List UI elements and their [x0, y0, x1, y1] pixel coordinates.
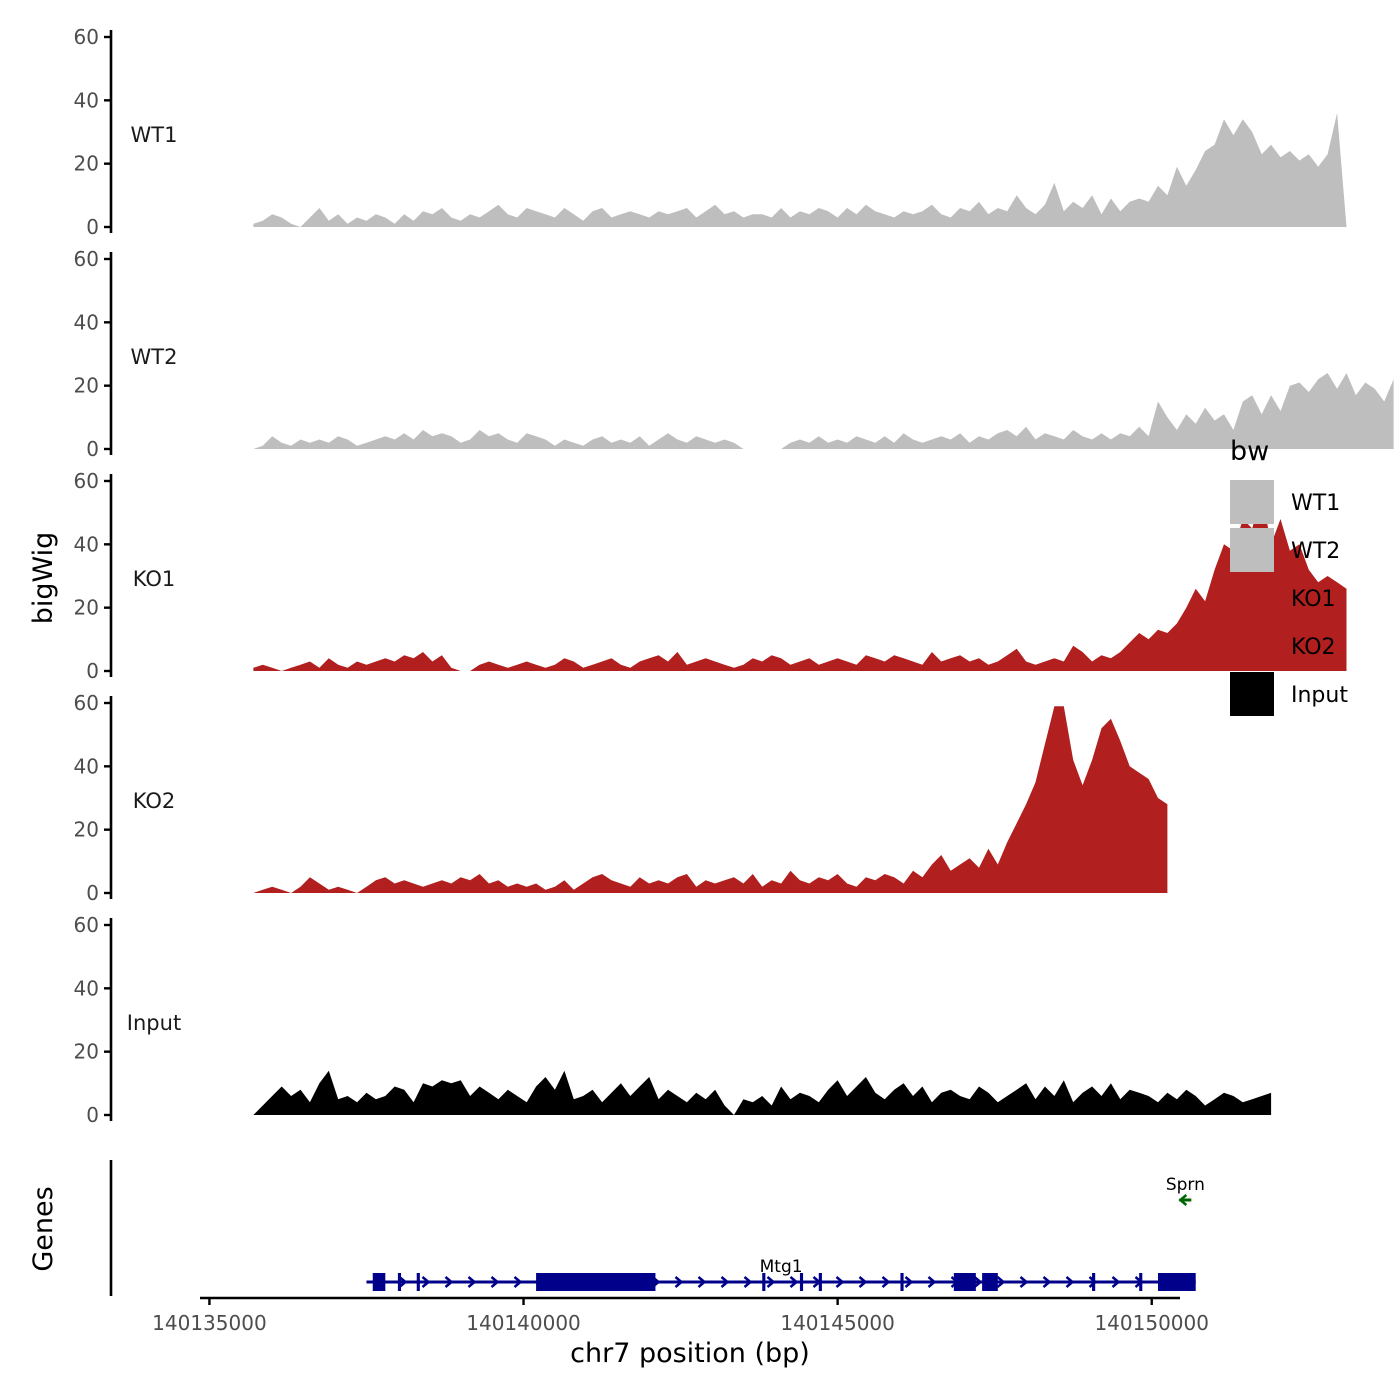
- track-label-input: Input: [127, 1011, 181, 1035]
- exon-mtg1-4: [536, 1273, 656, 1291]
- genes-axis-title: Genes: [28, 1186, 59, 1271]
- y-tick-label-ko1-0: 0: [86, 659, 99, 683]
- y-axis-title: bigWig: [28, 532, 59, 625]
- legend-swatch-wt2: [1230, 528, 1274, 572]
- y-tick-label-wt2-60: 60: [74, 247, 99, 271]
- strand-chevron-mtg1: [835, 1276, 845, 1288]
- gene-label-mtg1: Mtg1: [760, 1257, 803, 1277]
- y-tick-label-wt1-40: 40: [74, 88, 99, 112]
- legend-swatch-ko1: [1230, 576, 1274, 620]
- strand-chevron-mtg1: [904, 1276, 914, 1288]
- y-tick-label-ko1-60: 60: [74, 469, 99, 493]
- y-tick-label-wt2-20: 20: [74, 374, 99, 398]
- y-tick-label-ko2-40: 40: [74, 754, 99, 778]
- exon-mtg1-6: [799, 1273, 804, 1291]
- y-tick-label-ko2-20: 20: [74, 818, 99, 842]
- y-tick-label-ko1-20: 20: [74, 596, 99, 620]
- strand-chevron-mtg1: [996, 1276, 1006, 1288]
- area-ko2: [253, 706, 1168, 893]
- y-tick-label-input-60: 60: [74, 913, 99, 937]
- strand-chevron-mtg1: [858, 1276, 868, 1288]
- gene-label-sprn: Sprn: [1166, 1175, 1205, 1195]
- strand-chevron-mtg1: [398, 1276, 408, 1288]
- exon-mtg1-8: [900, 1273, 904, 1291]
- exon-mtg1-11: [1092, 1273, 1096, 1291]
- strand-chevron-mtg1: [720, 1276, 730, 1288]
- strand-chevron-mtg1: [973, 1276, 983, 1288]
- y-tick-label-input-0: 0: [86, 1103, 99, 1127]
- strand-chevron-mtg1: [927, 1276, 937, 1288]
- strand-chevron-mtg1: [766, 1276, 776, 1288]
- track-label-ko1: KO1: [133, 567, 176, 591]
- area-wt2: [253, 373, 1394, 449]
- legend-swatch-wt1: [1230, 480, 1274, 524]
- strand-chevron-mtg1: [1042, 1276, 1052, 1288]
- exon-mtg1-7: [818, 1273, 822, 1291]
- strand-chevron-mtg1: [674, 1276, 684, 1288]
- legend-label-wt2: WT2: [1291, 539, 1340, 564]
- area-wt1: [253, 113, 1347, 227]
- x-axis: 140135000 140140000 140145000 140150000: [152, 1296, 1209, 1335]
- exon-mtg1-9: [953, 1273, 976, 1291]
- track-y-axes: 0 20 40 60 0 20 40 60 0 20 40 60 0 20 40 60 0 20 40 60: [74, 25, 113, 1127]
- strand-chevron-mtg1: [421, 1276, 431, 1288]
- legend-title: bw: [1230, 436, 1269, 467]
- exon-mtg1-10: [982, 1273, 998, 1291]
- legend-swatch-input: [1230, 672, 1274, 716]
- y-tick-label-wt2-0: 0: [86, 437, 99, 461]
- legend-label-input: Input: [1291, 683, 1348, 708]
- strand-chevron-mtg1: [1088, 1276, 1098, 1288]
- y-tick-label-input-40: 40: [74, 976, 99, 1000]
- strand-chevron-mtg1: [1111, 1276, 1121, 1288]
- y-tick-label-wt1-0: 0: [86, 215, 99, 239]
- strand-chevron-mtg1: [490, 1276, 500, 1288]
- y-tick-label-wt1-20: 20: [74, 152, 99, 176]
- y-tick-label-wt2-40: 40: [74, 310, 99, 334]
- strand-chevron-sprn: [1178, 1194, 1188, 1206]
- strand-chevron-mtg1: [444, 1276, 454, 1288]
- x-axis-title: chr7 position (bp): [570, 1338, 810, 1369]
- track-label-wt2: WT2: [131, 345, 178, 369]
- y-tick-label-ko2-0: 0: [86, 881, 99, 905]
- x-tick-label-150000: 140150000: [1094, 1311, 1209, 1335]
- exon-mtg1-13: [1158, 1273, 1196, 1291]
- y-tick-label-input-20: 20: [74, 1040, 99, 1064]
- strand-chevron-mtg1: [467, 1276, 477, 1288]
- area-input: [253, 1070, 1272, 1115]
- strand-chevron-mtg1: [697, 1276, 707, 1288]
- strand-chevron-mtg1: [789, 1276, 799, 1288]
- area-ko1: [253, 493, 1347, 671]
- legend-swatch-ko2: [1230, 624, 1274, 668]
- x-tick-label-145000: 140145000: [780, 1311, 895, 1335]
- exon-mtg1-5: [762, 1273, 766, 1291]
- y-tick-label-ko1-40: 40: [74, 532, 99, 556]
- track-label-wt1: WT1: [131, 123, 178, 147]
- x-tick-label-140000: 140140000: [466, 1311, 581, 1335]
- coverage-tracks: WT1 WT2 KO1 KO2 Input: [127, 113, 1394, 1115]
- strand-chevron-mtg1: [1065, 1276, 1075, 1288]
- exon-mtg1-1: [372, 1273, 386, 1291]
- legend-label-wt1: WT1: [1291, 491, 1340, 516]
- x-tick-label-135000: 140135000: [152, 1311, 267, 1335]
- y-tick-label-wt1-60: 60: [74, 25, 99, 49]
- y-tick-label-ko2-60: 60: [74, 691, 99, 715]
- exon-mtg1-2: [397, 1273, 402, 1291]
- legend-label-ko2: KO2: [1291, 635, 1336, 660]
- track-label-ko2: KO2: [133, 789, 176, 813]
- gene-track: Mtg1 Sprn: [109, 1160, 1205, 1296]
- strand-chevron-mtg1: [513, 1276, 523, 1288]
- strand-chevron-mtg1: [743, 1276, 753, 1288]
- exon-mtg1-3: [416, 1273, 420, 1291]
- strand-chevron-mtg1: [881, 1276, 891, 1288]
- legend: bw WT1 WT2 KO1 KO2 Input: [1230, 436, 1348, 716]
- legend-label-ko1: KO1: [1291, 587, 1336, 612]
- exon-mtg1-12: [1139, 1273, 1143, 1291]
- strand-chevron-mtg1: [1019, 1276, 1029, 1288]
